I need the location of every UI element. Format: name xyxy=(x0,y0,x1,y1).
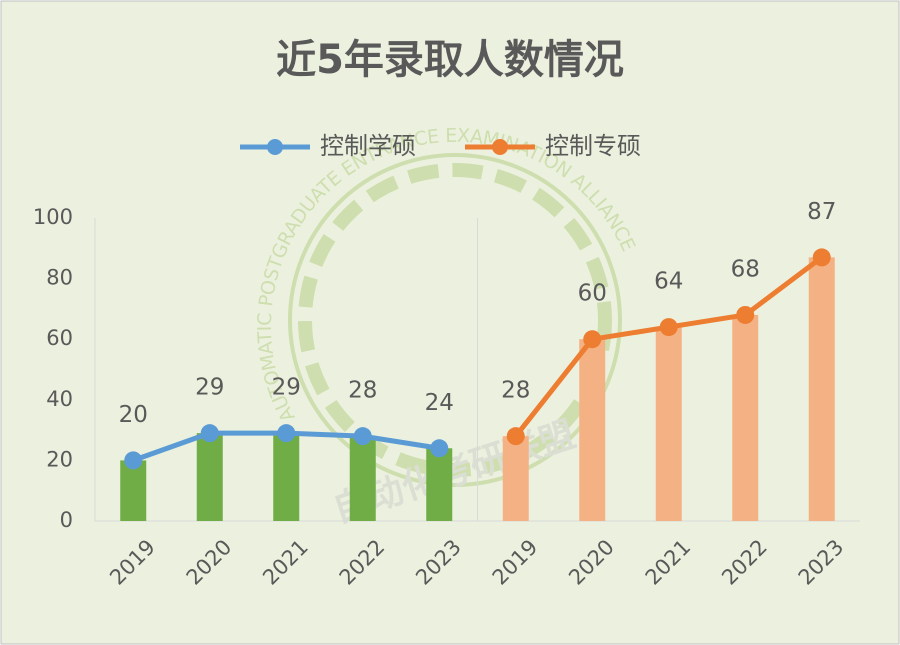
point xyxy=(124,451,143,470)
point xyxy=(353,427,372,446)
value-label: 29 xyxy=(272,375,301,401)
bar xyxy=(273,433,300,521)
value-label: 87 xyxy=(807,199,836,225)
bar xyxy=(579,339,606,521)
value-label: 28 xyxy=(501,378,530,404)
point xyxy=(812,248,831,267)
point xyxy=(430,439,449,458)
legend-marker xyxy=(267,139,283,155)
bar xyxy=(655,327,682,521)
point xyxy=(506,427,525,446)
point xyxy=(277,424,296,443)
value-label: 24 xyxy=(425,390,454,416)
y-tick-label: 40 xyxy=(46,387,73,411)
y-tick-label: 100 xyxy=(33,205,73,229)
value-label: 28 xyxy=(348,378,377,404)
bar xyxy=(349,436,376,521)
point xyxy=(200,424,219,443)
legend-label: 控制专硕 xyxy=(545,132,641,160)
bar xyxy=(196,433,223,521)
bar xyxy=(120,460,147,521)
value-label: 29 xyxy=(195,375,224,401)
watermark-leaves xyxy=(298,163,612,477)
point xyxy=(659,318,678,337)
value-label: 64 xyxy=(654,269,683,295)
bar xyxy=(732,314,759,521)
bar xyxy=(502,436,529,521)
bar xyxy=(426,448,453,521)
watermark-ring xyxy=(288,153,622,487)
chart-title: 近5年录取人数情况 xyxy=(276,37,624,83)
point xyxy=(583,330,602,349)
point xyxy=(736,305,755,324)
legend-marker xyxy=(492,139,508,155)
bar xyxy=(808,257,835,521)
value-label: 68 xyxy=(731,256,760,282)
y-tick-label: 20 xyxy=(46,447,73,471)
legend-label: 控制学硕 xyxy=(320,132,416,160)
value-label: 60 xyxy=(578,281,607,307)
y-tick-label: 0 xyxy=(60,508,73,532)
y-tick-label: 60 xyxy=(46,326,73,350)
value-label: 20 xyxy=(119,402,148,428)
y-tick-label: 80 xyxy=(46,266,73,290)
